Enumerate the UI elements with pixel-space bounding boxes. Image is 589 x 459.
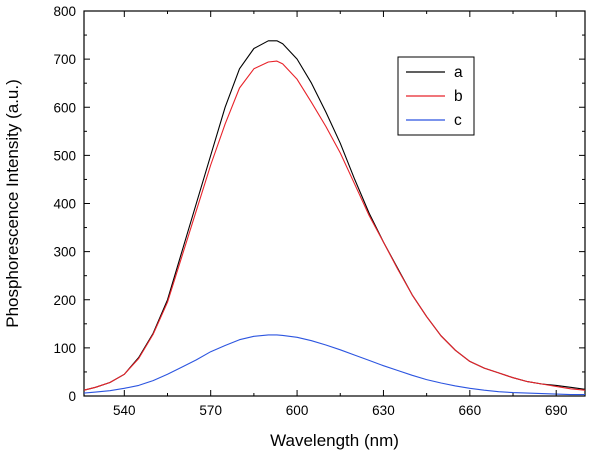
y-tick-label: 400 (53, 197, 76, 212)
y-tick-label: 800 (53, 4, 76, 19)
x-tick-label: 690 (545, 403, 568, 418)
x-tick-label: 630 (372, 403, 395, 418)
series-line-b (83, 60, 586, 391)
y-tick-label: 700 (53, 52, 76, 67)
series-line-a (83, 40, 586, 391)
series-line-c (83, 334, 585, 396)
y-tick-label: 600 (53, 100, 76, 115)
y-tick-label: 500 (53, 148, 76, 163)
y-tick-label: 0 (68, 389, 76, 404)
legend-label-c: c (454, 112, 462, 129)
x-axis-ticks: 540 570 600 630 660 690 (113, 11, 567, 418)
x-tick-label: 540 (113, 403, 136, 418)
x-tick-label: 600 (286, 403, 309, 418)
legend-label-a: a (454, 64, 463, 81)
series-lines (83, 40, 586, 396)
y-tick-label: 100 (53, 341, 76, 356)
x-tick-label: 660 (459, 403, 482, 418)
y-axis-title: Phosphorescence Intensity (a.u.) (3, 79, 22, 328)
legend-label-b: b (454, 88, 463, 105)
y-tick-label: 200 (53, 293, 76, 308)
x-axis-title: Wavelength (nm) (270, 431, 399, 450)
plot-area: 540 570 600 630 660 690 0 100 200 300 400 500 600 70… (53, 4, 586, 418)
x-tick-label: 570 (199, 403, 222, 418)
y-axis-ticks: 0 100 200 300 400 500 600 700 800 (53, 4, 585, 404)
legend: abc (397, 56, 475, 136)
y-tick-label: 300 (53, 245, 76, 260)
plot-frame (83, 10, 586, 397)
